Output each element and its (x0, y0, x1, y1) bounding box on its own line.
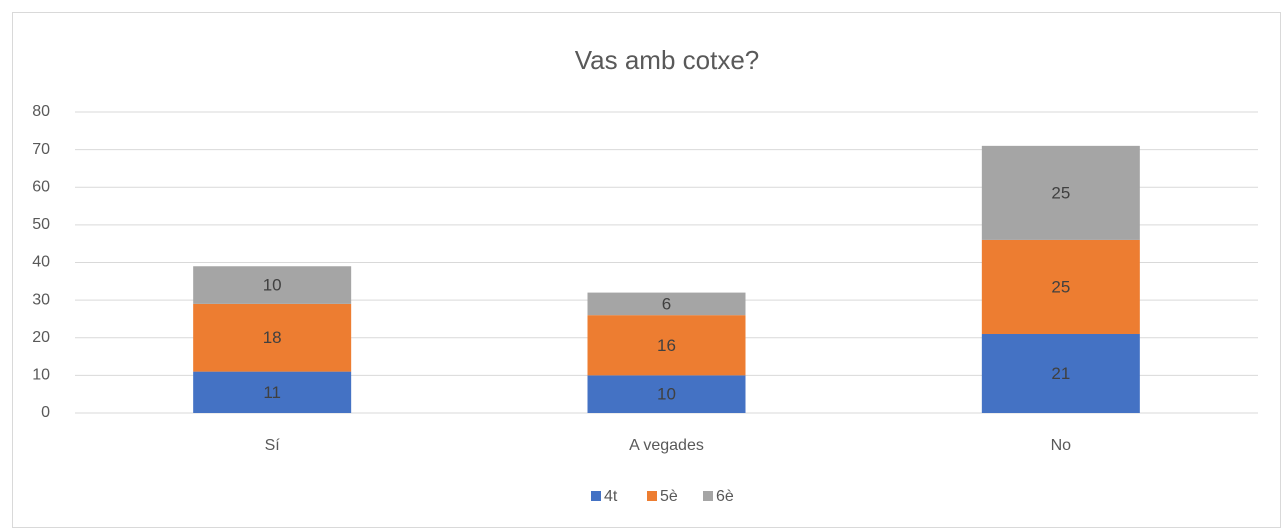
legend-label: 4t (604, 488, 618, 505)
legend-label: 6è (716, 488, 734, 505)
data-label: 10 (657, 385, 676, 404)
y-tick-label: 70 (32, 141, 50, 158)
data-label: 16 (657, 336, 676, 355)
y-tick-label: 0 (41, 404, 50, 421)
x-tick-label: No (1051, 437, 1072, 454)
bar-segment (193, 371, 352, 413)
data-label: 10 (263, 276, 282, 295)
data-label: 25 (1051, 183, 1070, 202)
legend-label: 5è (660, 488, 678, 505)
bar-segment (981, 145, 1140, 240)
y-tick-label: 30 (32, 291, 50, 308)
legend-swatch (591, 491, 601, 501)
x-tick-label: A vegades (629, 437, 704, 454)
data-label: 21 (1051, 364, 1070, 383)
bar-segment (193, 303, 352, 372)
bar-segment (587, 292, 746, 316)
y-tick-label: 80 (32, 103, 50, 120)
bar-segment (587, 315, 746, 376)
bar-segment (587, 375, 746, 413)
legend-swatch (647, 491, 657, 501)
bar-segment (981, 333, 1140, 413)
data-label: 6 (662, 294, 671, 313)
y-tick-label: 60 (32, 178, 50, 195)
y-tick-label: 40 (32, 254, 50, 271)
data-label: 11 (263, 383, 281, 402)
y-tick-label: 50 (32, 216, 50, 233)
y-tick-label: 10 (32, 367, 50, 384)
legend-swatch (703, 491, 713, 501)
data-label: 18 (263, 328, 282, 347)
x-tick-label: Sí (265, 437, 281, 454)
chart-title: Vas amb cotxe? (575, 45, 760, 75)
bar-segment (193, 266, 352, 304)
y-tick-label: 20 (32, 329, 50, 346)
data-label: 25 (1051, 277, 1070, 296)
bar-segment (981, 239, 1140, 334)
